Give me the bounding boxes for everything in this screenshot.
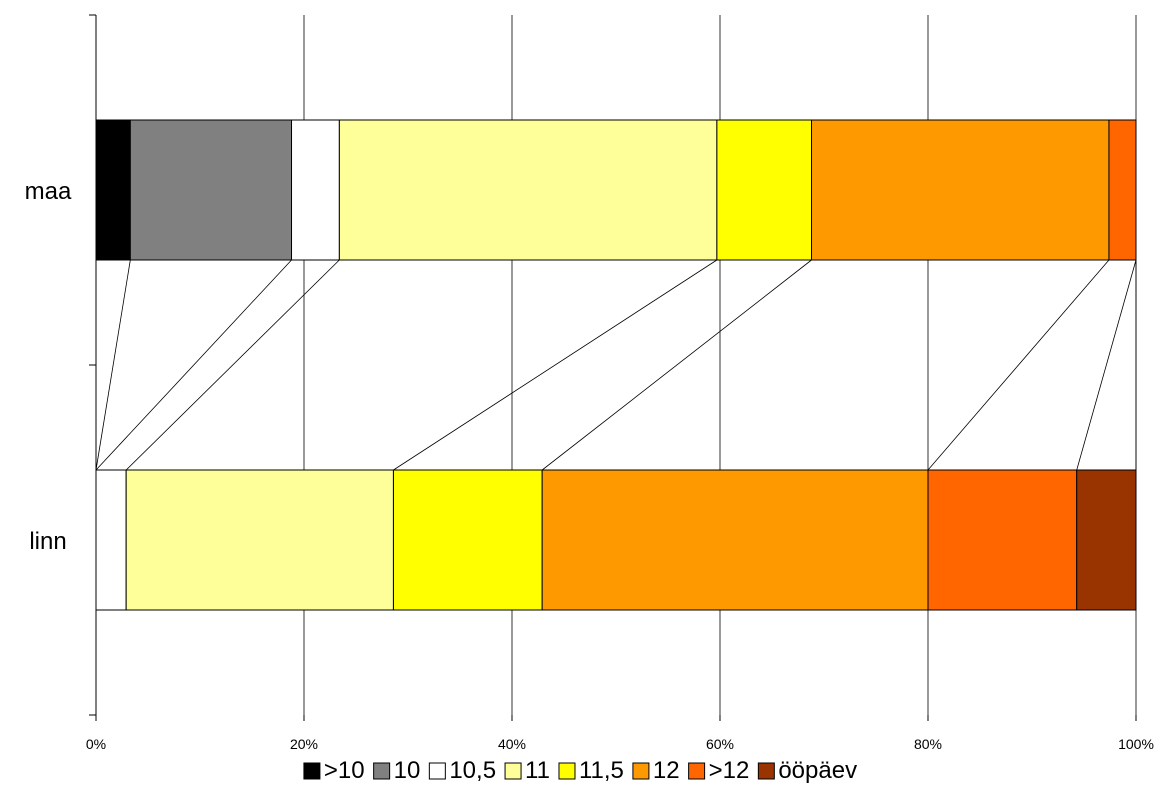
series-line — [541, 259, 812, 471]
legend-swatch — [632, 762, 650, 780]
bar-segment — [811, 119, 1110, 261]
x-tick-label: 40% — [498, 736, 526, 752]
bar-segment — [125, 469, 394, 611]
legend-swatch — [504, 762, 522, 780]
legend-label: >10 — [324, 757, 365, 784]
series-lines — [95, 259, 1137, 471]
category-label: linn — [29, 528, 66, 555]
bars — [95, 119, 1137, 611]
series-line — [125, 259, 340, 471]
legend-swatch — [303, 762, 321, 780]
x-tick-label: 80% — [914, 736, 942, 752]
legend-label: 11 — [525, 757, 550, 784]
legend-label: 11,5 — [579, 757, 624, 784]
bar-segment — [291, 119, 340, 261]
bar-segment — [95, 469, 127, 611]
legend: >10 10 10,5 11 11,5 12 >12 ööpäev — [303, 757, 857, 784]
series-line — [1076, 259, 1137, 471]
legend-label: >12 — [709, 757, 750, 784]
legend-label: 10,5 — [449, 757, 496, 784]
bar-segment — [338, 119, 718, 261]
legend-swatch — [757, 762, 775, 780]
bar-segment — [927, 469, 1078, 611]
legend-label: 10 — [394, 757, 421, 784]
bar-segment — [541, 469, 929, 611]
series-line — [95, 259, 292, 471]
bar-segment — [129, 119, 293, 261]
series-line — [927, 259, 1110, 471]
bar-segment — [716, 119, 813, 261]
legend-label: 12 — [653, 757, 680, 784]
x-tick-labels: 0% 20% 40% 60% 80% 100% — [86, 736, 1154, 752]
series-line — [95, 259, 131, 471]
x-tick-label: 0% — [86, 736, 106, 752]
x-tick-label: 60% — [706, 736, 734, 752]
series-line — [393, 259, 718, 471]
category-label: maa — [25, 178, 72, 205]
legend-label: ööpäev — [778, 757, 857, 784]
x-tick-label: 100% — [1118, 736, 1154, 752]
category-labels: maa linn — [25, 178, 72, 555]
x-tick-label: 20% — [290, 736, 318, 752]
legend-swatch — [428, 762, 446, 780]
legend-swatch — [688, 762, 706, 780]
bar-segment — [95, 119, 131, 261]
bar-segment — [1076, 469, 1137, 611]
legend-swatch — [558, 762, 576, 780]
bar-segment — [392, 469, 543, 611]
bar-segment — [1108, 119, 1137, 261]
legend-swatch — [373, 762, 391, 780]
